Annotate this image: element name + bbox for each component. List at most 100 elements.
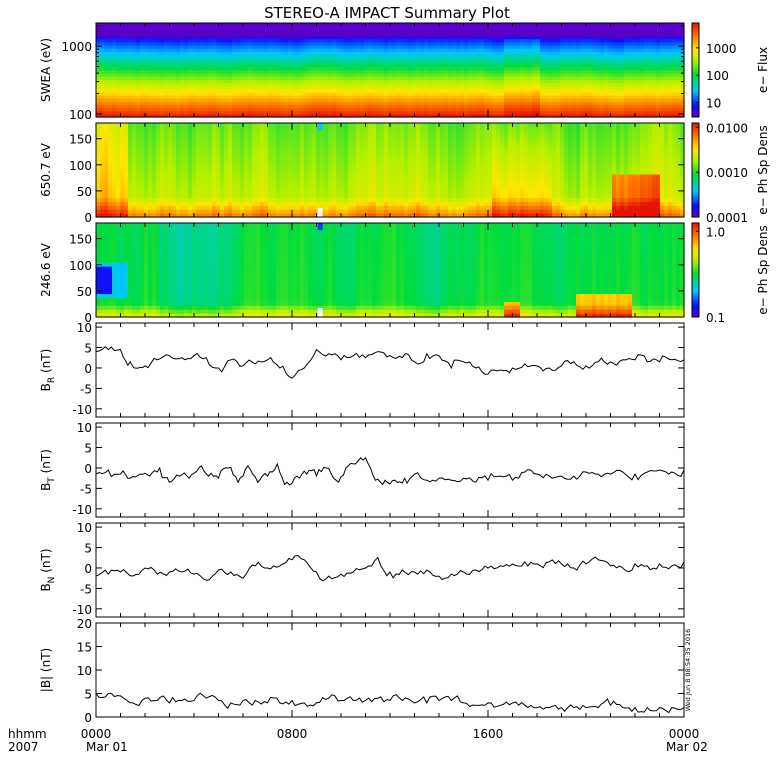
spectrogram-cell: [400, 26, 405, 30]
spectrogram-cell: [120, 57, 125, 62]
spectrogram-cell: [184, 85, 189, 90]
spectrogram-cell: [168, 107, 173, 112]
spectrogram-cell: [192, 54, 197, 59]
spectrogram-cell: [116, 57, 121, 62]
spectrogram-cell: [164, 177, 169, 183]
spectrogram-cell: [408, 41, 413, 46]
spectrogram-cell: [100, 177, 105, 183]
spectrogram-cell: [544, 73, 549, 77]
spectrogram-cell: [144, 193, 149, 199]
spectrogram-cell: [396, 44, 401, 49]
spectrogram-cell: [292, 66, 297, 71]
spectrogram-cell: [528, 23, 533, 27]
spectrogram-cell: [240, 91, 245, 96]
spectrogram-cell: [604, 73, 609, 77]
spectrogram-cell: [300, 110, 305, 115]
spectrogram-cell: [160, 158, 165, 163]
spectrogram-cell: [468, 48, 473, 52]
spectrogram-cell: [360, 98, 365, 102]
spectrogram-cell: [256, 107, 261, 112]
spectrogram-cell: [652, 98, 657, 102]
spectrogram-cell: [408, 104, 413, 109]
spectrogram-cell: [656, 110, 661, 115]
spectrogram-cell: [132, 66, 137, 71]
spectrogram-cell: [444, 29, 449, 33]
spectrogram-cell: [540, 101, 545, 106]
spectrogram-cell: [124, 70, 129, 74]
spectrogram-cell: [396, 57, 401, 62]
spectrogram-cell: [648, 54, 653, 59]
spectrogram-cell: [384, 32, 389, 37]
spectrogram-cell: [184, 57, 189, 62]
spectrogram-cell: [120, 177, 125, 183]
spectrogram-cell: [564, 82, 569, 87]
spectrogram-cell: [116, 60, 121, 65]
spectrogram-cell: [580, 107, 585, 112]
spectrogram-cell: [320, 29, 325, 33]
spectrogram-cell: [136, 138, 141, 144]
spectrogram-cell: [524, 104, 529, 109]
spectrogram-cell: [612, 51, 617, 55]
spectrogram-cell: [428, 88, 433, 93]
spectrogram-cell: [524, 98, 529, 102]
spectrogram-cell: [232, 29, 237, 33]
spectrogram-cell: [240, 51, 245, 55]
spectrogram-cell: [392, 38, 397, 43]
colorbar-cell: [692, 65, 699, 69]
spectrogram-cell: [664, 70, 669, 74]
spectrogram-cell: [184, 41, 189, 46]
spectrogram-cell: [204, 73, 209, 77]
spectrogram-cell: [504, 82, 509, 87]
spectrogram-cell: [196, 38, 201, 43]
spectrogram-cell: [100, 146, 105, 152]
spectrogram-cell: [184, 91, 189, 96]
spectrogram-cell: [132, 158, 137, 163]
spectrogram-cell: [636, 91, 641, 96]
spectrogram-cell: [380, 41, 385, 46]
spectrogram-cell: [156, 113, 161, 118]
spectrogram-cell: [196, 113, 201, 118]
spectrogram-cell: [396, 91, 401, 96]
spectrogram-cell: [144, 134, 149, 140]
spectrogram-cell: [112, 170, 117, 175]
spectrogram-cell: [332, 73, 337, 77]
spectrogram-cell: [536, 51, 541, 55]
spectrogram-cell: [104, 23, 109, 27]
spectrogram-cell: [124, 193, 129, 199]
spectrogram-cell: [352, 88, 357, 93]
spectrogram-cell: [480, 51, 485, 55]
spectrogram-cell: [352, 104, 357, 109]
spectrogram-cell: [168, 189, 173, 195]
spectrogram-cell: [436, 23, 441, 27]
spectrogram-cell: [400, 104, 405, 109]
spectrogram-cell: [500, 38, 505, 43]
spectrogram-cell: [160, 150, 165, 155]
spectrogram-cell: [384, 57, 389, 62]
spectrogram-cell: [524, 88, 529, 93]
spectrogram-cell: [508, 51, 513, 55]
spectrogram-cell: [340, 29, 345, 33]
spectrogram-cell: [440, 79, 445, 84]
spectrogram-cell: [412, 29, 417, 33]
spectrogram-cell: [620, 57, 625, 62]
spectrogram-cell: [460, 101, 465, 106]
spectrogram-cell: [320, 95, 325, 99]
spectrogram-cell: [360, 60, 365, 65]
spectrogram-cell: [392, 41, 397, 46]
spectrogram-cell: [320, 76, 325, 80]
spectrogram-cell: [424, 41, 429, 46]
spectrogram-cell: [640, 73, 645, 77]
spectrogram-cell: [208, 101, 213, 106]
spectrogram-cell: [644, 104, 649, 109]
spectrogram-cell: [280, 95, 285, 99]
spectrogram-cell: [180, 70, 185, 74]
spectrogram-cell: [664, 110, 669, 115]
spectrogram-cell: [452, 41, 457, 46]
spectrogram-cell: [108, 185, 113, 191]
spectrogram-cell: [172, 85, 177, 90]
spectrogram-cell: [120, 73, 125, 77]
spectrogram-cell: [440, 70, 445, 74]
spectrogram-cell: [556, 95, 561, 99]
spectrogram-cell: [408, 44, 413, 49]
spectrogram-cell: [260, 110, 265, 115]
